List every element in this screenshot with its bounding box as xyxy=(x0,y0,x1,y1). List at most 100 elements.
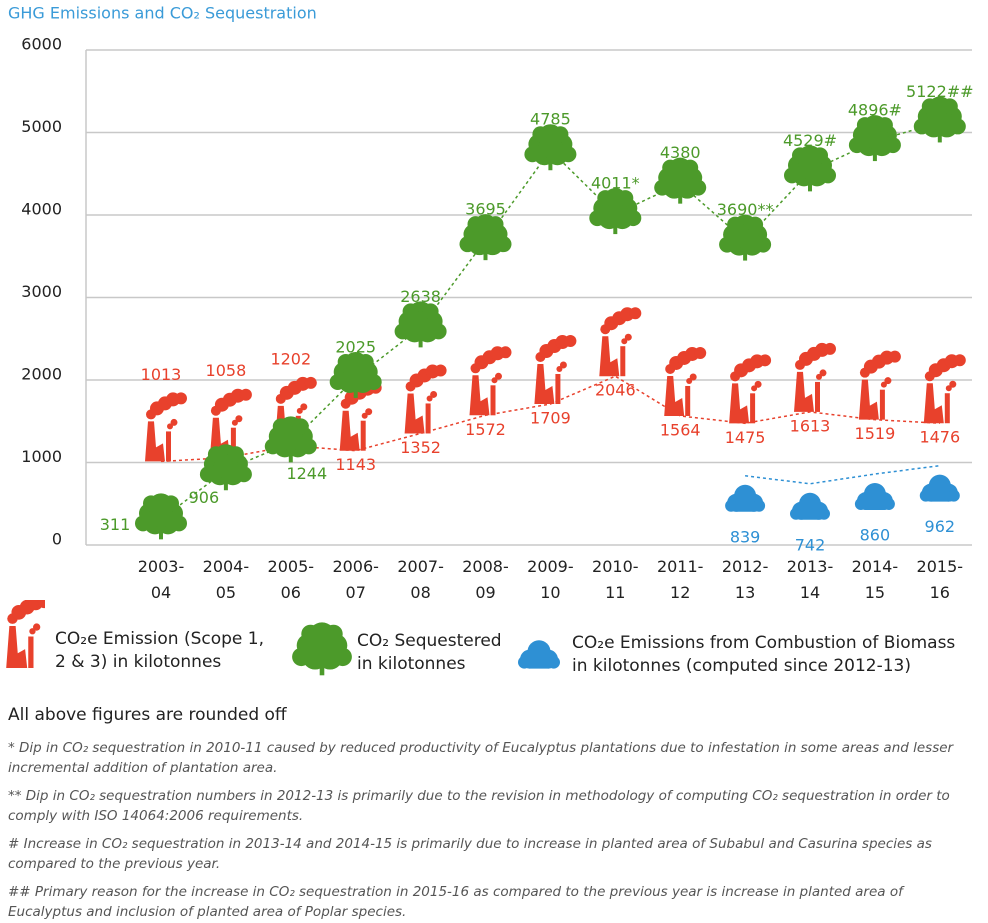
data-label: 860 xyxy=(860,526,891,545)
factory-chimney xyxy=(944,393,950,424)
data-label: 1519 xyxy=(855,424,896,443)
factory-smoke xyxy=(239,388,252,401)
tree-crown xyxy=(467,216,484,233)
tree-crown xyxy=(301,624,320,644)
x-tick-label: 2005-06 xyxy=(268,557,315,602)
factory-smoke xyxy=(621,338,628,345)
factory-smoke xyxy=(491,377,498,384)
series-icon xyxy=(599,307,642,377)
factory-smoke xyxy=(296,407,303,414)
cloud-puff xyxy=(863,483,886,506)
data-label: 1202 xyxy=(270,349,311,368)
series-icon xyxy=(135,493,187,540)
cloud-puff xyxy=(527,640,551,664)
y-tick-label: 0 xyxy=(52,530,62,549)
factory-smoke xyxy=(300,403,308,411)
data-label: 1352 xyxy=(400,438,441,457)
factory-smoke xyxy=(167,423,173,430)
x-tick-label: 2011-12 xyxy=(657,557,704,602)
factory-body xyxy=(534,364,555,405)
factory-smoke xyxy=(824,342,836,355)
footnote: # Increase in CO₂ sequestration in 2013-… xyxy=(8,836,932,872)
tree-crown xyxy=(207,446,224,463)
tree-crown xyxy=(487,216,504,233)
factory-smoke xyxy=(175,392,187,405)
tree-crown xyxy=(812,147,828,164)
legend-label: CO₂e Emission (Scope 1, 2 & 3) in kiloto… xyxy=(55,629,265,672)
data-label: 2638 xyxy=(400,287,441,306)
series-icon xyxy=(729,354,772,424)
tree-crown xyxy=(921,98,938,115)
factory-chimney xyxy=(815,381,820,412)
tree-crown xyxy=(682,159,699,176)
factory-smoke xyxy=(556,366,563,373)
factory-smoke xyxy=(686,377,693,384)
factory-body xyxy=(469,375,490,416)
cloud-puff xyxy=(928,474,951,497)
tree-crown xyxy=(876,117,893,134)
factory-body xyxy=(923,383,944,424)
data-label: 906 xyxy=(189,488,220,507)
factory-body xyxy=(339,410,360,451)
factory-smoke xyxy=(888,350,901,363)
data-label: 1572 xyxy=(465,420,506,439)
series-icon xyxy=(199,444,252,491)
data-label: 742 xyxy=(795,535,826,554)
factory-smoke xyxy=(499,346,512,359)
factory-smoke xyxy=(689,373,697,381)
data-label: 2046 xyxy=(595,381,636,400)
legend-icon xyxy=(292,622,352,676)
factory-chimney xyxy=(166,431,171,462)
factory-smoke xyxy=(819,369,827,377)
factory-smoke xyxy=(430,390,438,398)
factory-smoke xyxy=(564,335,577,348)
data-label: 1244 xyxy=(286,464,327,483)
data-label: 1476 xyxy=(919,428,960,447)
factory-smoke xyxy=(304,376,317,389)
tree-crown xyxy=(163,495,179,512)
factory-chimney xyxy=(879,389,885,420)
data-label: 4785 xyxy=(530,110,571,129)
series-icon xyxy=(790,492,830,520)
series-icon xyxy=(848,115,901,162)
x-tick-label: 2006-07 xyxy=(332,557,379,602)
tree-crown xyxy=(143,495,159,512)
x-tick-label: 2014-15 xyxy=(852,557,899,602)
series-icon xyxy=(145,392,187,462)
cloud-puff xyxy=(734,484,757,507)
x-tick-label: 2010-11 xyxy=(592,557,639,602)
x-tick-label: 2003-04 xyxy=(138,557,185,602)
series-icon xyxy=(589,188,642,235)
tree-crown xyxy=(617,190,634,207)
series-line xyxy=(745,464,940,485)
factory-body xyxy=(664,375,685,416)
legend-label: CO₂ Sequestered in kilotonnes xyxy=(357,631,502,674)
series-icon xyxy=(394,301,447,348)
factory-smoke xyxy=(434,364,447,377)
tree-crown xyxy=(422,303,439,320)
legend-icon xyxy=(518,640,560,669)
footnote: * Dip in CO₂ sequestration in 2010-11 ca… xyxy=(8,740,954,776)
series-icon xyxy=(923,354,966,424)
data-label: 4011* xyxy=(591,174,640,193)
factory-smoke xyxy=(559,361,567,369)
factory-body xyxy=(858,379,879,420)
note: All above figures are rounded off xyxy=(8,705,287,725)
data-label: 1475 xyxy=(725,428,766,447)
series-icon xyxy=(264,416,317,463)
y-tick-label: 2000 xyxy=(21,365,62,384)
data-label: 4380 xyxy=(660,143,701,162)
tree-crown xyxy=(662,159,679,176)
tree-crown xyxy=(747,216,764,233)
series-icon xyxy=(329,351,382,398)
factory-chimney xyxy=(490,385,496,416)
data-label: 962 xyxy=(925,517,956,536)
series-icon xyxy=(654,157,707,204)
data-label: 1613 xyxy=(790,416,831,435)
factory-chimney xyxy=(685,385,691,416)
series-icon xyxy=(794,342,836,412)
data-label: 2025 xyxy=(335,337,376,356)
factory-smoke xyxy=(426,395,433,402)
tree-crown xyxy=(292,418,309,435)
